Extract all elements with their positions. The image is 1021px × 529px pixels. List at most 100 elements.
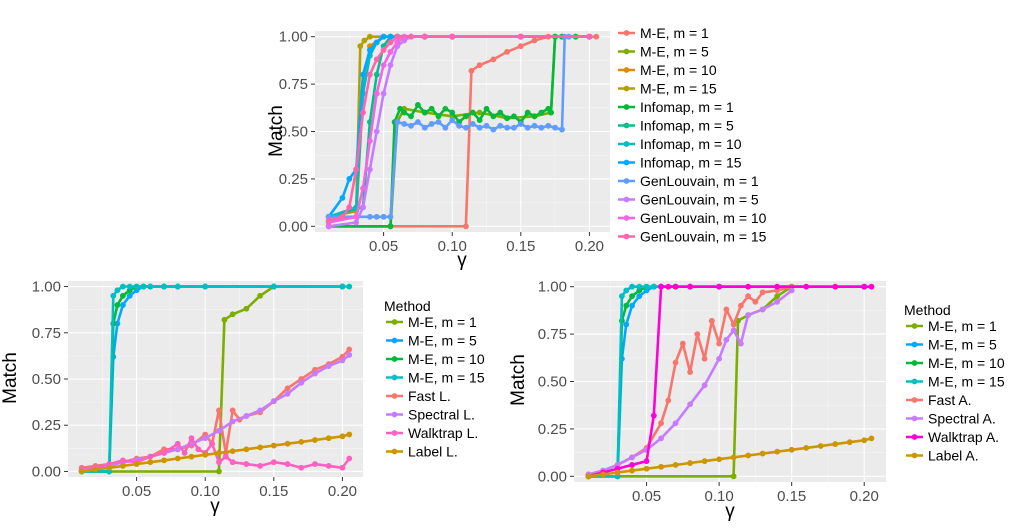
- legend-label: Spectral A.: [928, 411, 996, 427]
- legend-label: GenLouvain, m = 1: [640, 173, 759, 189]
- legend-label: Infomap, m = 10: [640, 136, 742, 152]
- data-point: [687, 460, 693, 466]
- data-point: [373, 56, 380, 63]
- y-tick-label: 0.75: [279, 76, 308, 93]
- data-point: [373, 90, 380, 97]
- data-point: [353, 166, 360, 173]
- data-point: [325, 435, 332, 442]
- data-point: [346, 283, 353, 290]
- data-point: [730, 321, 737, 328]
- data-point: [449, 33, 456, 40]
- data-point: [716, 340, 723, 347]
- legend-item: Fast L.: [386, 388, 451, 404]
- legend-item: M-E, m = 1: [618, 25, 709, 41]
- legend-key-point: [911, 434, 918, 440]
- data-point: [476, 124, 483, 131]
- data-point: [716, 355, 723, 362]
- data-point: [394, 33, 401, 40]
- data-point: [373, 71, 380, 78]
- legend-label: M-E, m = 10: [928, 355, 1005, 371]
- data-point: [387, 223, 394, 230]
- legend-key-point: [911, 397, 918, 403]
- data-point: [817, 443, 824, 449]
- data-point: [126, 283, 133, 290]
- data-point: [387, 39, 394, 46]
- legend-label: M-E, m = 15: [408, 370, 485, 386]
- data-point: [614, 469, 621, 476]
- data-point: [181, 450, 188, 456]
- data-point: [353, 219, 360, 226]
- data-point: [202, 283, 209, 290]
- data-point: [119, 283, 126, 290]
- data-point: [463, 124, 469, 131]
- data-point: [730, 454, 737, 461]
- legend-key-point: [623, 122, 630, 129]
- x-tick-label: 0.05: [122, 483, 151, 500]
- data-point: [114, 302, 121, 308]
- legend-key-point: [623, 67, 630, 73]
- data-point: [687, 369, 693, 375]
- legend-key-point: [391, 448, 398, 455]
- data-point: [78, 468, 85, 475]
- data-point: [658, 463, 664, 470]
- data-point: [415, 102, 421, 108]
- y-axis-title: Match: [0, 352, 21, 404]
- legend-label: Spectral L.: [408, 407, 475, 423]
- data-point: [380, 47, 387, 53]
- legend-item: M-E, m = 15: [906, 374, 1005, 390]
- data-point: [366, 213, 373, 220]
- y-tick-label: 0.00: [279, 218, 308, 235]
- data-point: [380, 90, 387, 97]
- legend-label: M-E, m = 1: [408, 314, 477, 330]
- data-point: [643, 465, 650, 472]
- data-point: [672, 420, 679, 427]
- data-point: [346, 346, 353, 353]
- legend-key-point: [623, 48, 630, 55]
- data-point: [222, 453, 229, 460]
- legend-key-point: [623, 30, 630, 36]
- data-point: [284, 385, 291, 392]
- legend-item: M-E, m = 10: [386, 351, 485, 367]
- data-point: [119, 463, 126, 469]
- data-point: [114, 287, 121, 294]
- data-point: [545, 122, 552, 129]
- data-point: [202, 435, 209, 442]
- legend-item: Spectral A.: [906, 411, 996, 427]
- data-point: [623, 321, 630, 328]
- legend-item: Infomap, m = 5: [618, 118, 734, 134]
- data-point: [421, 33, 428, 40]
- data-point: [468, 67, 475, 74]
- legend-label: Infomap, m = 15: [640, 155, 742, 171]
- data-point: [339, 357, 346, 364]
- legend-label: Walktrap L.: [408, 425, 478, 441]
- data-point: [679, 340, 686, 347]
- data-point: [832, 283, 839, 290]
- legend-item: M-E, m = 15: [618, 81, 717, 97]
- data-point: [832, 441, 839, 447]
- legend-item: M-E, m = 5: [906, 337, 997, 353]
- data-point: [658, 435, 664, 442]
- legend-item: M-E, m = 1: [386, 314, 477, 330]
- x-tick-label: 0.20: [328, 483, 357, 500]
- legend-item: GenLouvain, m = 15: [618, 229, 767, 245]
- data-point: [701, 458, 708, 465]
- y-tick-label: 0.25: [32, 417, 61, 434]
- data-point: [366, 71, 373, 78]
- legend-title: Method: [384, 298, 431, 314]
- data-point: [861, 437, 868, 444]
- data-point: [701, 355, 708, 362]
- data-point: [701, 382, 708, 389]
- series-layer: [585, 283, 875, 480]
- legend-label: GenLouvain, m = 10: [640, 210, 767, 226]
- data-point: [463, 223, 469, 230]
- data-point: [524, 109, 531, 116]
- data-point: [216, 427, 222, 434]
- data-point: [387, 33, 394, 40]
- data-point: [716, 456, 723, 463]
- data-point: [380, 33, 387, 40]
- data-point: [346, 431, 353, 438]
- data-point: [730, 327, 737, 334]
- legend-key-point: [911, 378, 918, 385]
- y-axis-title: Match: [266, 105, 287, 157]
- x-tick-label: 0.10: [191, 483, 220, 500]
